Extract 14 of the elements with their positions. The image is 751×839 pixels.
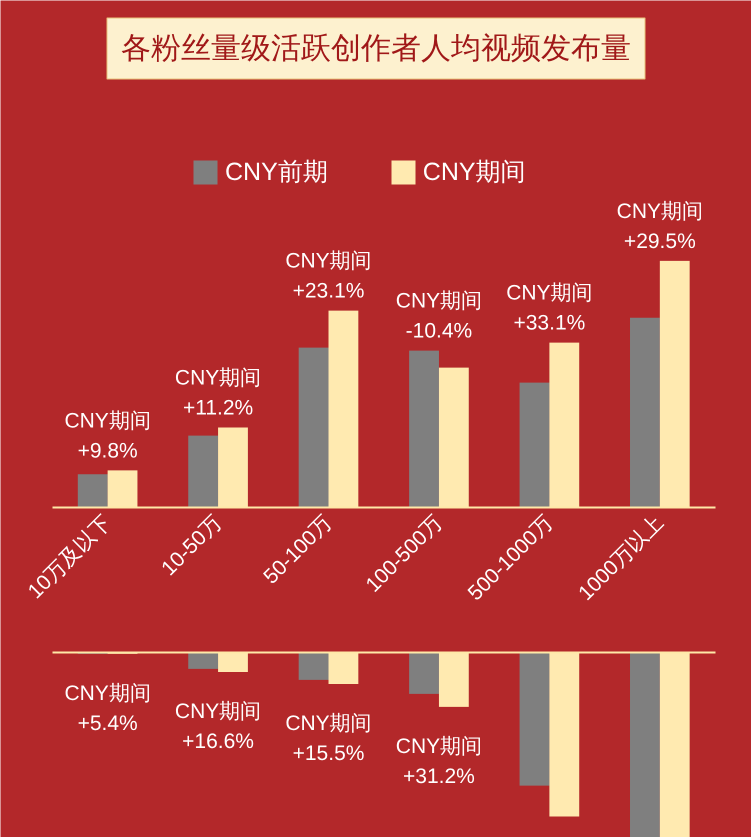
chart-title: 各粉丝量级活跃创作者人均视频发布量 (121, 32, 631, 65)
annotation: CNY期间 +11.2% (174, 366, 262, 420)
annotation: CNY期间 +5.4% (64, 682, 151, 735)
legend-label: CNY前期 (225, 157, 328, 188)
annotation: CNY期间 +15.5% (285, 712, 372, 765)
x-tick-label: 10万及以下 (24, 511, 116, 604)
legend-label: CNY期间 (422, 157, 526, 188)
annotation: CNY期间 +31.2% (396, 734, 482, 788)
annotation: CNY期间 +23.1% (285, 250, 372, 303)
annotation: CNY期间 +33.1% (506, 282, 593, 335)
annotation: CNY期间 +9.8% (64, 409, 151, 462)
annotation: CNY期间 +29.5% (616, 200, 704, 253)
annotation: CNY期间 -10.4% (396, 290, 482, 343)
annotation: CNY期间 +16.6% (174, 700, 262, 753)
